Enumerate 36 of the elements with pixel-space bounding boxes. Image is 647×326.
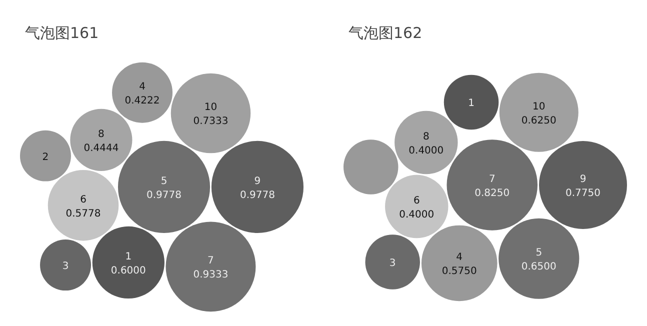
data-label: 0.7750: [566, 188, 601, 200]
data-label: 0.6250: [521, 115, 556, 126]
data-label: 0.4000: [399, 210, 434, 221]
data-label: 0.8250: [474, 188, 510, 200]
category-label: 3: [389, 258, 396, 270]
data-label: 0.6000: [110, 265, 146, 276]
category-label: 2: [42, 152, 49, 163]
category-label: 4: [456, 252, 463, 264]
category-label: 8: [98, 128, 104, 140]
category-label: 6: [413, 196, 420, 207]
category-label: 3: [62, 261, 69, 272]
text: 气泡图162: [348, 24, 422, 42]
category-label: 5: [536, 248, 542, 259]
text: 气泡图161: [25, 24, 99, 42]
category-label: 5: [160, 176, 168, 187]
category-label: 7: [208, 256, 214, 267]
category-label: 9: [580, 174, 586, 186]
data-label: 0.5750: [442, 266, 477, 278]
data-label: 0.7333: [193, 116, 228, 128]
data-label: 0.6500: [521, 262, 556, 273]
category-label: 4: [139, 82, 146, 93]
data-label: 0.9778: [240, 190, 275, 201]
data-label: 0.4000: [408, 146, 444, 157]
category-label: 1: [468, 98, 474, 110]
category-label: 6: [80, 194, 86, 206]
data-label: 0.9778: [146, 190, 182, 201]
category-label: 10: [532, 101, 546, 112]
category-label: 10: [204, 102, 218, 114]
data-label: 0.5778: [66, 208, 101, 220]
category-label: 1: [125, 251, 132, 262]
category-label: 7: [488, 174, 496, 186]
category-label: 8: [422, 132, 430, 143]
data-label: 0.9333: [193, 270, 228, 281]
data-label: 0.4444: [84, 142, 119, 154]
data-label: 0.4222: [124, 96, 160, 107]
category-label: 9: [254, 176, 261, 187]
